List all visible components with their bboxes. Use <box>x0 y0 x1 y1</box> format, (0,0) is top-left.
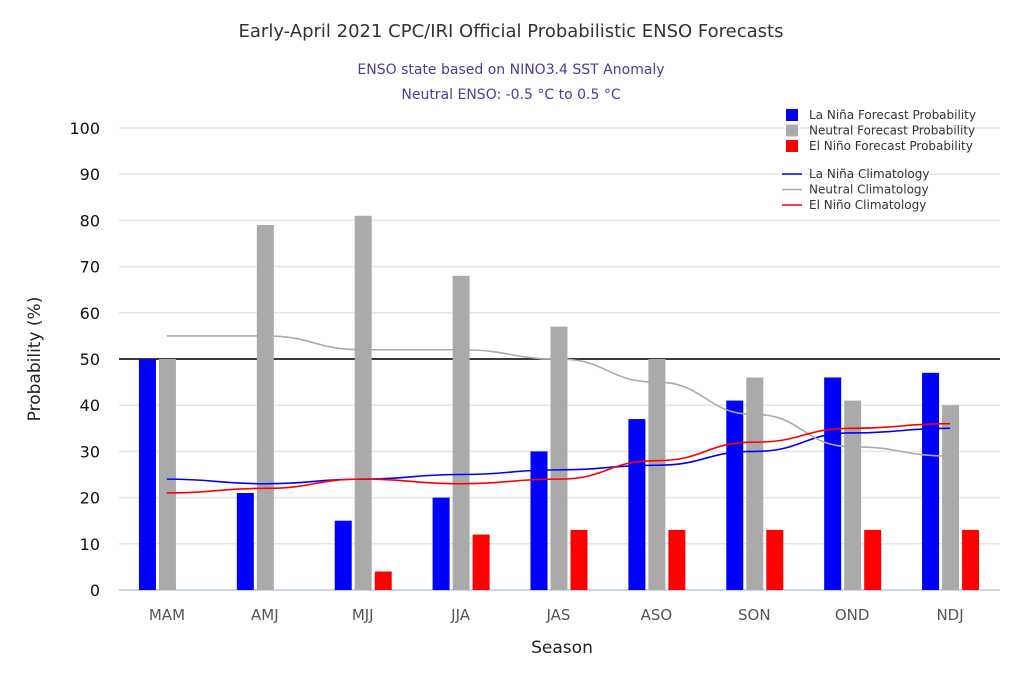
x-tick-label: OND <box>835 606 870 624</box>
x-tick-label: ASO <box>641 606 673 624</box>
bar-el-ni-o-forecast-probability-MJJ <box>374 571 392 590</box>
bar-el-ni-o-forecast-probability-JJA <box>472 534 490 590</box>
legend-label: El Niño Climatology <box>809 198 926 212</box>
x-axis-label: Season <box>531 638 593 658</box>
bar-neutral-forecast-probability-ASO <box>648 359 666 590</box>
x-tick-label: MJJ <box>352 606 374 624</box>
chart-title: Early-April 2021 CPC/IRI Official Probab… <box>239 21 784 42</box>
bar-neutral-forecast-probability-JAS <box>550 326 568 590</box>
x-tick-label: MAM <box>149 606 185 624</box>
y-tick-label: 10 <box>80 535 100 554</box>
bar-la-ni-a-forecast-probability-NDJ <box>922 372 940 590</box>
legend-label: Neutral Forecast Probability <box>809 124 975 138</box>
y-tick-label: 50 <box>80 350 100 369</box>
x-tick-label: AMJ <box>251 606 279 624</box>
bar-la-ni-a-forecast-probability-JAS <box>530 451 548 590</box>
y-tick-label: 40 <box>80 396 100 415</box>
y-axis-label: Probability (%) <box>25 297 45 422</box>
chart-subtitle-2: Neutral ENSO: -0.5 °C to 0.5 °C <box>401 87 620 103</box>
bar-neutral-forecast-probability-MAM <box>158 359 176 590</box>
y-tick-label: 20 <box>80 489 100 508</box>
bar-la-ni-a-forecast-probability-MJJ <box>334 520 352 590</box>
legend-label: Neutral Climatology <box>809 183 929 197</box>
line-el-ni-o-climatology <box>166 422 951 494</box>
chart-subtitle-1: ENSO state based on NINO3.4 SST Anomaly <box>357 62 664 78</box>
bar-neutral-forecast-probability-OND <box>844 400 862 590</box>
y-tick-label: 100 <box>69 119 100 138</box>
x-tick-label: SON <box>738 606 771 624</box>
bar-la-ni-a-forecast-probability-OND <box>824 377 842 590</box>
x-tick-label: JAS <box>546 606 571 624</box>
y-tick-label: 60 <box>80 304 100 323</box>
line-neutral-climatology <box>166 335 951 457</box>
bar-el-ni-o-forecast-probability-OND <box>864 529 882 590</box>
y-tick-label: 80 <box>80 211 100 230</box>
y-tick-label: 0 <box>90 581 100 600</box>
bar-el-ni-o-forecast-probability-ASO <box>668 529 686 590</box>
x-tick-label: JJA <box>450 606 471 624</box>
bar-neutral-forecast-probability-JJA <box>452 275 470 590</box>
legend-label: El Niño Forecast Probability <box>809 139 973 153</box>
x-tick-label: NDJ <box>936 606 963 624</box>
bar-la-ni-a-forecast-probability-AMJ <box>236 492 254 590</box>
bar-neutral-forecast-probability-SON <box>746 377 764 590</box>
legend-swatch <box>786 109 798 121</box>
legend-label: La Niña Forecast Probability <box>809 108 976 122</box>
line-la-ni-a-climatology <box>166 427 951 485</box>
y-tick-label: 70 <box>80 258 100 277</box>
bar-la-ni-a-forecast-probability-ASO <box>628 419 646 590</box>
bar-neutral-forecast-probability-AMJ <box>256 225 274 590</box>
bar-neutral-forecast-probability-NDJ <box>942 405 960 590</box>
legend-swatch <box>786 124 798 137</box>
bar-el-ni-o-forecast-probability-NDJ <box>962 529 980 590</box>
legend-swatch <box>786 140 798 152</box>
bar-el-ni-o-forecast-probability-JAS <box>570 529 588 590</box>
y-tick-label: 90 <box>80 165 100 184</box>
y-tick-label: 30 <box>80 442 100 461</box>
bar-neutral-forecast-probability-MJJ <box>354 215 372 590</box>
legend-label: La Niña Climatology <box>809 167 929 181</box>
bar-la-ni-a-forecast-probability-MAM <box>138 359 156 590</box>
bar-la-ni-a-forecast-probability-SON <box>726 400 744 590</box>
bar-la-ni-a-forecast-probability-JJA <box>432 497 450 590</box>
bar-el-ni-o-forecast-probability-SON <box>766 529 784 590</box>
